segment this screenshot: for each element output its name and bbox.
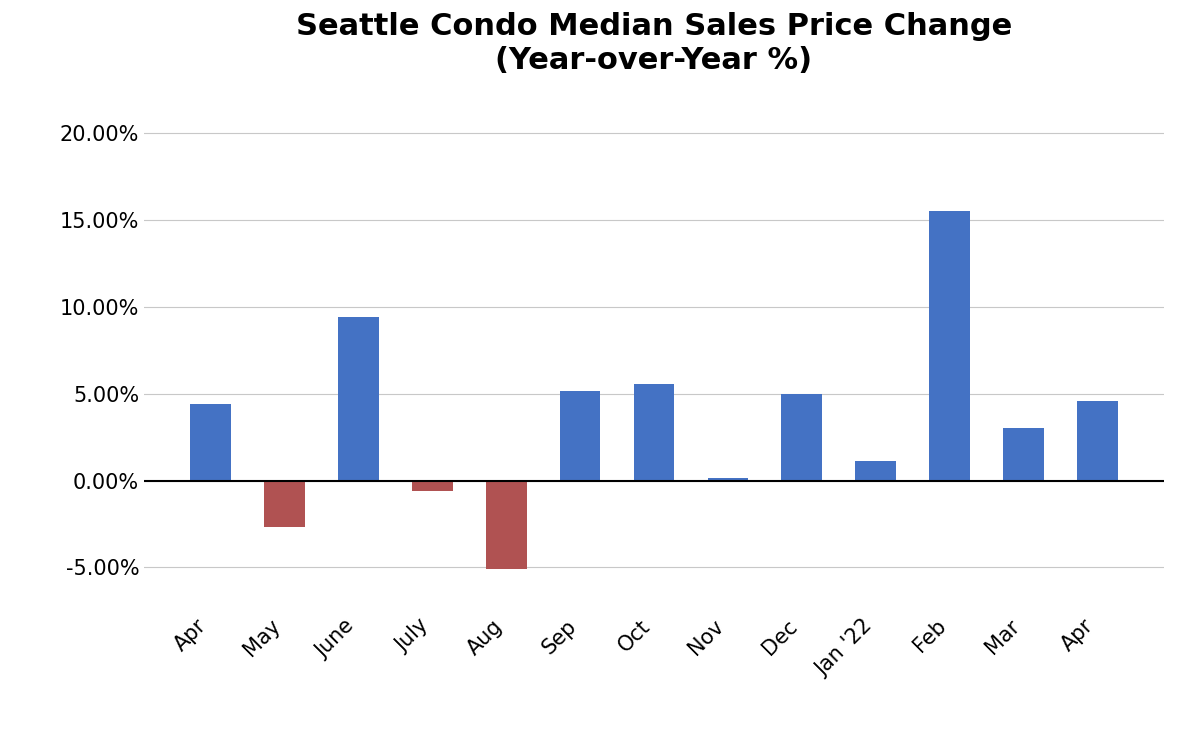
- Bar: [1076, 401, 1117, 481]
- Bar: [634, 384, 674, 481]
- Bar: [559, 391, 600, 481]
- Bar: [856, 461, 896, 481]
- Bar: [338, 317, 379, 481]
- Bar: [1003, 428, 1044, 481]
- Title: Seattle Condo Median Sales Price Change
(Year-over-Year %): Seattle Condo Median Sales Price Change …: [296, 12, 1012, 74]
- Bar: [708, 478, 749, 481]
- Bar: [929, 211, 970, 481]
- Bar: [412, 481, 452, 491]
- Bar: [781, 393, 822, 481]
- Bar: [191, 404, 232, 481]
- Bar: [264, 481, 305, 527]
- Bar: [486, 481, 527, 569]
